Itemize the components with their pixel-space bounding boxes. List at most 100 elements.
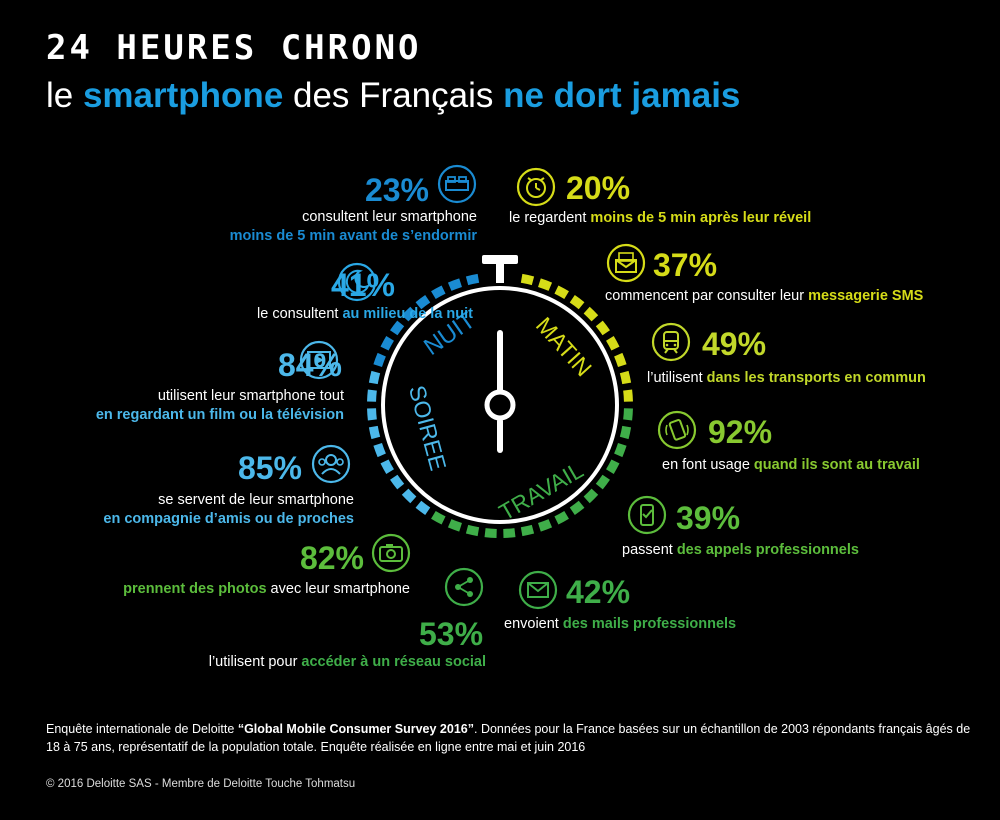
stat-23: 23% consultent leur smartphone moins de … [230,172,477,246]
subtitle-pre: le [46,76,83,115]
ring-segment [465,524,480,537]
ring-segment [390,474,405,490]
ring-segment [554,511,569,525]
stat-37-hl: messagerie SMS [808,288,924,304]
ring-segment [569,295,585,310]
ring-segment [368,370,381,385]
stat-85-pct: 85% [237,450,302,486]
stat-53-hl: accéder à un réseau social [301,654,486,670]
email-icon [518,570,558,610]
stopwatch-center [484,389,516,421]
stat-92-pct: 92% [708,414,773,450]
stat-49-hl: dans les transports en commun [706,370,926,386]
ring-segment [380,459,394,474]
stat-85-text: se servent de leur smartphone en compagn… [103,491,354,529]
ring-segment [447,519,462,532]
stat-23-pct: 23% [364,172,429,208]
stat-20-pre: le regardent [509,210,591,226]
stat-42-text: envoient des mails professionnels [504,615,736,634]
stat-53: 53% [419,616,483,652]
stat-84-line2: en regardant un film ou la télévision [95,407,344,423]
subtitle-highlight-ne-dort-jamais: ne dort jamais [503,76,741,115]
stat-41-hl: au milieu de la nuit [342,306,473,322]
stat-20-hl: moins de 5 min après leur réveil [590,210,812,226]
stat-49-text: l’utilisent dans les transports en commu… [647,369,926,388]
stat-37-pre: commencent par consulter leur [605,288,809,304]
copyright: © 2016 Deloitte SAS - Membre de Deloitte… [46,778,356,790]
ring-segment [538,519,553,532]
stat-85: 85% [238,450,302,486]
label-soiree: SOIREE [404,383,452,474]
ring-segment [373,352,386,367]
phone-vibrate-icon [657,410,697,450]
share-icon [444,567,484,607]
stat-92: 92% [708,414,772,450]
ring-segment [390,320,405,336]
ring-segment [520,524,535,537]
survey-note: Enquête internationale de Deloitte “Glob… [46,720,976,756]
stat-39-pre: passent [622,542,677,558]
ring-segment [614,443,627,458]
message-icon [606,243,646,283]
stat-39-hl: des appels professionnels [676,542,859,558]
ring-segment [606,336,620,351]
stat-23-line1: consultent leur smartphone [302,209,477,225]
ring-segment [520,273,535,286]
stat-53-pre: l’utilisent pour [208,654,302,670]
ring-segment [401,306,417,322]
stat-85-line1: se servent de leur smartphone [158,492,354,508]
ring-segment [415,500,431,515]
ring-segment [367,389,377,402]
stat-82: 82% [300,540,364,576]
stat-84-text: utilisent leur smartphone tout en regard… [96,387,344,425]
subtitle-highlight-smartphone: smartphone [82,76,284,115]
stat-42-pct: 42% [566,574,631,610]
ring-segment [465,273,480,286]
survey-note-pre: Enquête internationale de Deloitte [46,722,238,736]
stat-20: 20% [566,170,630,206]
stat-82-post: avec leur smartphone [266,581,410,597]
stopwatch-face [381,286,619,524]
stopwatch-ticks [367,273,633,538]
ring-segment [595,474,610,490]
stat-49-pre: l’utilisent [647,370,707,386]
stat-49: 49% [702,326,766,362]
ring-segment [484,528,497,538]
film-icon [299,340,339,380]
stat-39-pct: 39% [676,500,741,536]
ring-segment [380,336,394,351]
ring-segment [431,285,446,299]
stat-53-pct: 53% [419,616,484,652]
stat-85-line2: en compagnie d’amis ou de proches [103,511,354,527]
stat-84-line1: utilisent leur smartphone tout [157,388,344,404]
ring-segment [569,500,585,515]
bed-icon [437,164,477,204]
ring-segment [619,370,632,385]
stat-20-text: le regardent moins de 5 min après leur r… [509,209,811,228]
ring-segment [415,295,431,310]
phone-call-icon [627,495,667,535]
ring-segment [401,488,417,504]
stat-92-text: en font usage quand ils sont au travail [662,456,920,475]
ring-segment [368,425,381,440]
stat-49-pct: 49% [702,326,767,362]
stopwatch-button [482,255,518,264]
page-subtitle: le smartphone des Français ne dort jamai… [46,76,740,116]
ring-segment [623,408,633,421]
friends-icon [311,444,351,484]
ring-segment [503,528,516,538]
stat-39-text: passent des appels professionnels [622,541,859,560]
stat-82-text: prennent des photos avec leur smartphone [123,580,410,599]
ring-segment [595,320,610,336]
ring-segment [431,511,446,525]
ring-segment [619,425,632,440]
stat-39: 39% [676,500,740,536]
ring-segment [623,389,633,402]
stat-42-hl: des mails professionnels [562,616,737,632]
camera-icon [371,533,411,573]
subtitle-mid: des Français [283,76,504,115]
stat-42-pre: envoient [504,616,563,632]
ring-segment [367,408,377,421]
stat-23-line2: moins de 5 min avant de s’endormir [229,228,477,244]
alarm-icon [516,167,556,207]
